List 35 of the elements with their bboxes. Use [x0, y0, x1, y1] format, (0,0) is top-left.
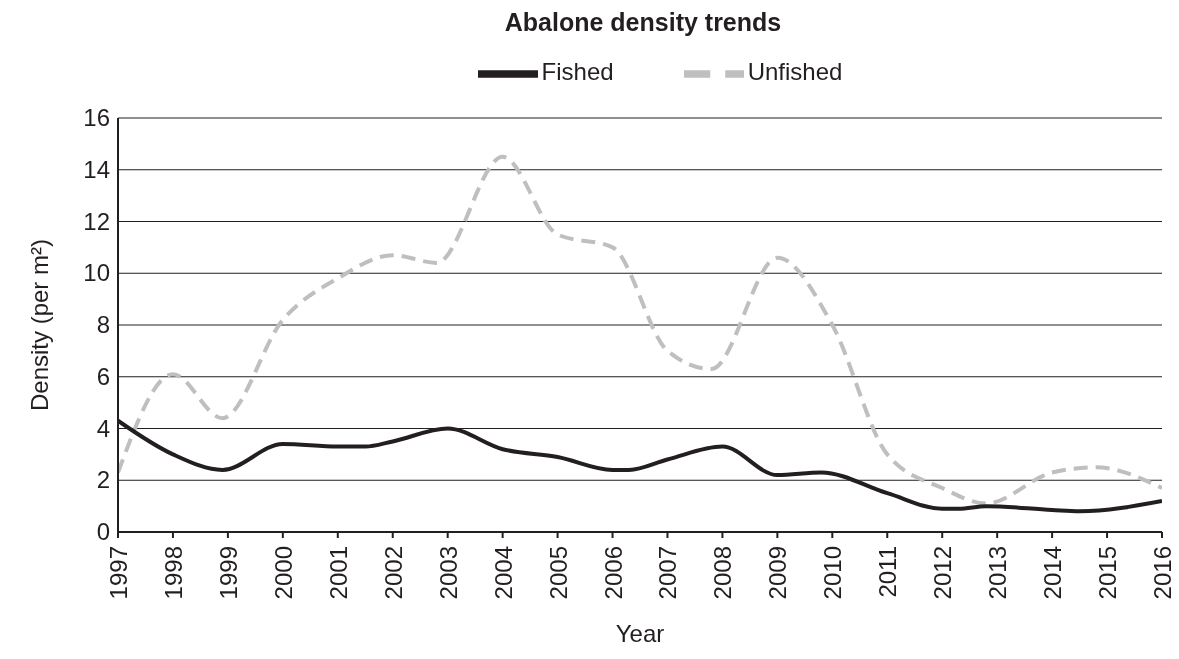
x-tick-label: 2010 [818, 546, 846, 600]
x-tick-label: 2011 [873, 546, 901, 598]
x-tick-label: 2009 [763, 546, 791, 600]
chart-title: Abalone density trends [503, 8, 783, 38]
x-tick-label: 2016 [1148, 546, 1176, 600]
x-tick-label: 2012 [928, 546, 956, 600]
y-tick-label: 2 [96, 466, 110, 494]
x-tick-label: 2007 [653, 546, 681, 600]
x-tick-label: 2015 [1093, 546, 1121, 600]
y-tick-label: 4 [96, 414, 110, 442]
y-axis-title: Density (per m²) [26, 238, 53, 412]
y-tick-label: 0 [96, 518, 110, 545]
x-tick-label: 2004 [489, 546, 517, 600]
legend-label: Unfished [747, 58, 843, 86]
x-tick-label: 1998 [159, 546, 187, 600]
x-tick-label: 2008 [708, 546, 736, 600]
y-tick-label: 6 [96, 362, 110, 390]
x-tick-label: 2005 [544, 546, 572, 600]
legend-label: Fished [541, 58, 614, 86]
x-tick-label: 2001 [324, 546, 352, 600]
x-tick-label: 1997 [104, 546, 132, 600]
x-axis-title: Year [615, 620, 665, 647]
x-tick-label: 2006 [599, 546, 627, 600]
y-tick-label: 16 [83, 104, 110, 131]
y-tick-label: 8 [96, 311, 110, 338]
x-tick-label: 2003 [434, 546, 462, 600]
x-tick-label: 1999 [214, 546, 242, 600]
x-tick-label: 2002 [379, 546, 407, 600]
y-tick-label: 14 [83, 155, 110, 183]
y-tick-label: 10 [83, 259, 110, 287]
x-tick-label: 2013 [983, 546, 1011, 600]
x-tick-label: 2014 [1038, 546, 1066, 600]
line-series [118, 154, 1162, 506]
y-tick-label: 12 [83, 207, 110, 235]
x-tick-label: 2000 [269, 546, 297, 600]
